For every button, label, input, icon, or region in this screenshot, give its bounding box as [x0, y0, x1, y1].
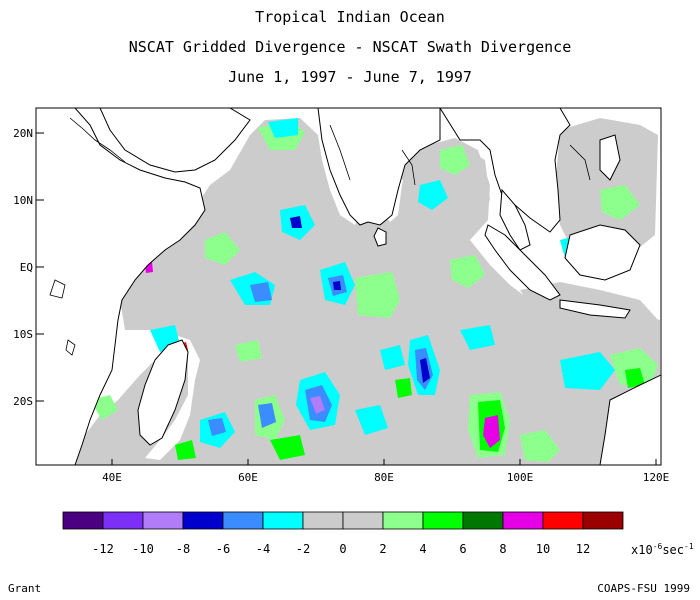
color-scale-legend [62, 511, 624, 530]
bay-of-bengal-field [400, 145, 490, 235]
anomaly-region [420, 358, 430, 383]
legend-value: 2 [379, 542, 387, 556]
anomaly-region [450, 255, 485, 288]
legend-value: -10 [132, 542, 154, 556]
philippines-islands [599, 134, 621, 181]
anomaly-region [560, 352, 615, 390]
lon-label: 120E [643, 471, 670, 484]
anomaly-region [418, 180, 448, 210]
anomaly-region [290, 216, 302, 228]
anomaly-region [355, 272, 400, 318]
lat-label: 20N [13, 127, 33, 140]
legend-swatch [102, 511, 144, 530]
legend-swatch [502, 511, 544, 530]
map-title-line1: Tropical Indian Ocean [255, 8, 445, 26]
anomaly-region [483, 415, 500, 448]
legend-value: -6 [215, 542, 231, 556]
legend-swatch [582, 511, 624, 530]
anomaly-region [208, 418, 226, 436]
borneo-island [564, 224, 641, 281]
sumatra-island [484, 224, 561, 301]
madagascar-island [137, 339, 189, 446]
lon-label: 80E [374, 471, 394, 484]
anomaly-region [600, 185, 640, 220]
legend-swatch [182, 511, 224, 530]
legend-units: x10-6sec-1 [631, 542, 694, 557]
legend-value: -4 [255, 542, 271, 556]
anomaly-region [440, 145, 470, 175]
anomaly-region [268, 118, 298, 138]
legend-swatch [142, 511, 184, 530]
footer-author: Grant [8, 582, 42, 595]
anomaly-region [625, 368, 645, 388]
footer-credit: COAPS-FSU 1999 [597, 582, 690, 595]
australia-landmass [599, 374, 661, 465]
legend-swatch [422, 511, 464, 530]
anomaly-region [258, 403, 276, 428]
anomaly-region [333, 281, 341, 290]
anomaly-blobs [90, 118, 658, 462]
lat-label: 20S [13, 395, 33, 408]
map-frame [35, 107, 662, 466]
legend-swatch [382, 511, 424, 530]
divergence-field [36, 108, 661, 465]
legend-value: 12 [575, 542, 591, 556]
sri-lanka-island [373, 227, 387, 247]
java-island [559, 299, 631, 319]
anomaly-region [175, 440, 196, 460]
legend-value: -12 [92, 542, 114, 556]
lat-label: 10S [13, 328, 33, 341]
legend-value: -2 [295, 542, 311, 556]
legend-swatch [302, 511, 344, 530]
anomaly-region [610, 348, 658, 385]
anomaly-region [205, 232, 240, 265]
legend-swatch [542, 511, 584, 530]
anomaly-region [270, 435, 305, 460]
anomaly-region [250, 282, 272, 302]
lon-label: 60E [238, 471, 258, 484]
map-title-line3: June 1, 1997 - June 7, 1997 [228, 68, 472, 86]
india-landmass [317, 108, 441, 226]
longitude-axis: 40E 60E 80E 100E 120E [102, 459, 669, 484]
malay-peninsula [499, 188, 531, 251]
lon-label: 100E [507, 471, 534, 484]
anomaly-region [355, 405, 388, 435]
land-masses [36, 108, 661, 465]
map-title-line2: NSCAT Gridded Divergence - NSCAT Swath D… [128, 38, 572, 56]
lat-label: 10N [13, 194, 33, 207]
anomaly-region [460, 325, 495, 350]
africa-landmass [36, 108, 206, 465]
legend-value: 6 [459, 542, 467, 556]
anomaly-region [235, 340, 262, 362]
indochina-landmass [439, 108, 571, 233]
legend-swatch [262, 511, 304, 530]
anomaly-region [310, 396, 325, 414]
coastline-contours [49, 117, 591, 356]
lon-label: 40E [102, 471, 122, 484]
anomaly-region [395, 378, 412, 398]
anomaly-region [520, 430, 560, 462]
latitude-axis: 20N 10N EQ 10S 20S [13, 127, 44, 408]
legend-swatch [222, 511, 264, 530]
legend-value: 0 [339, 542, 347, 556]
legend-swatch [342, 511, 384, 530]
lat-label: EQ [20, 261, 33, 274]
legend-value: -8 [175, 542, 191, 556]
legend-swatch [62, 511, 104, 530]
legend-swatch [462, 511, 504, 530]
legend-value: 4 [419, 542, 427, 556]
arabia-landmass [99, 108, 251, 173]
legend-value: 8 [499, 542, 507, 556]
legend-value: 10 [535, 542, 551, 556]
anomaly-region [380, 345, 405, 370]
